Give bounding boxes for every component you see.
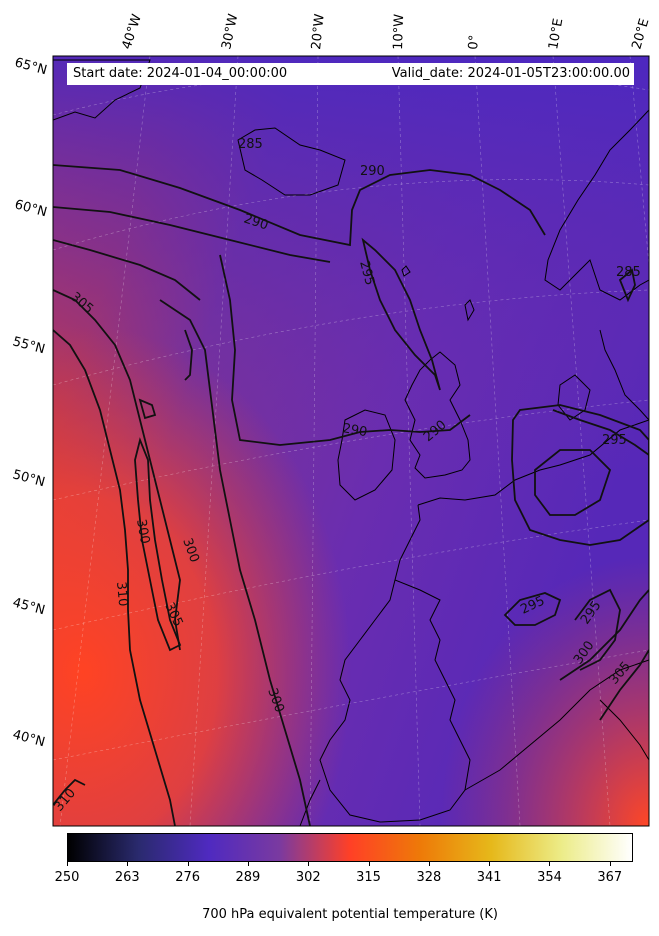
colorbar-tick-label: 328 bbox=[416, 870, 442, 885]
lat-label: 45°N bbox=[11, 595, 47, 618]
field-layer bbox=[53, 56, 649, 826]
lat-label: 60°N bbox=[13, 197, 49, 220]
colorbar-tick-mark bbox=[549, 862, 551, 866]
lon-label: 10°E bbox=[546, 17, 566, 50]
lon-label: 20°W bbox=[309, 13, 328, 50]
colorbar-tick-mark bbox=[127, 862, 129, 866]
colorbar-tick-label: 315 bbox=[356, 870, 381, 885]
lat-labels: 65°N 60°N 55°N 50°N 45°N 40°N bbox=[11, 55, 49, 750]
lon-label: 30°W bbox=[219, 12, 241, 50]
contour-label: 290 bbox=[341, 421, 368, 440]
lon-label: 40°W bbox=[120, 12, 145, 51]
lon-label: 0° bbox=[466, 34, 482, 50]
contour-label: 285 bbox=[238, 137, 263, 152]
contour-label: 295 bbox=[356, 259, 377, 287]
valid-date-text: Valid_date: 2024-01-05T23:00:00.00 bbox=[391, 66, 630, 81]
colorbar-tick-mark bbox=[368, 862, 370, 866]
map-frame bbox=[52, 55, 650, 827]
colorbar-tick-label: 289 bbox=[235, 870, 261, 885]
lat-label: 50°N bbox=[11, 467, 47, 490]
colorbar-label: 700 hPa equivalent potential temperature… bbox=[202, 907, 498, 922]
lon-label: 20°E bbox=[629, 17, 652, 51]
contour-label: 290 bbox=[360, 164, 385, 179]
colorbar-tick-mark bbox=[609, 862, 611, 866]
date-header: Start date: 2024-01-04_00:00:00 Valid_da… bbox=[67, 63, 634, 85]
colorbar-tick-mark bbox=[247, 862, 249, 866]
colorbar bbox=[67, 833, 633, 862]
lon-label: 10°W bbox=[391, 14, 407, 51]
lat-label: 65°N bbox=[13, 55, 49, 78]
colorbar-tick-mark bbox=[67, 862, 68, 866]
colorbar-tick-label: 367 bbox=[597, 870, 623, 885]
lon-labels: 40°W 30°W 20°W 10°W 0° 10°E 20°E bbox=[120, 12, 653, 51]
colorbar-tick-label: 341 bbox=[476, 870, 502, 885]
colorbar-tick-mark bbox=[187, 862, 189, 866]
colorbar-tick-mark bbox=[428, 862, 430, 866]
colorbar-tick-mark bbox=[308, 862, 310, 866]
colorbar-tick-label: 276 bbox=[175, 870, 201, 885]
contours bbox=[53, 164, 649, 826]
lat-label: 40°N bbox=[11, 727, 47, 750]
contour-label: 290 bbox=[242, 212, 270, 234]
lat-label: 55°N bbox=[11, 334, 47, 357]
contour-label: 295 bbox=[602, 433, 627, 448]
contour-label: 285 bbox=[616, 265, 641, 280]
coastlines bbox=[53, 59, 649, 826]
colorbar-tick-label: 263 bbox=[114, 870, 140, 885]
contour-label: 300 bbox=[133, 518, 152, 545]
colorbar-tick-label: 250 bbox=[54, 870, 80, 885]
colorbar-tick-mark bbox=[489, 862, 491, 866]
colorbar-tick-label: 354 bbox=[537, 870, 562, 885]
colorbar-tick-label: 302 bbox=[295, 870, 321, 885]
start-date-text: Start date: 2024-01-04_00:00:00 bbox=[73, 66, 288, 81]
contour-label: 310 bbox=[113, 581, 130, 607]
